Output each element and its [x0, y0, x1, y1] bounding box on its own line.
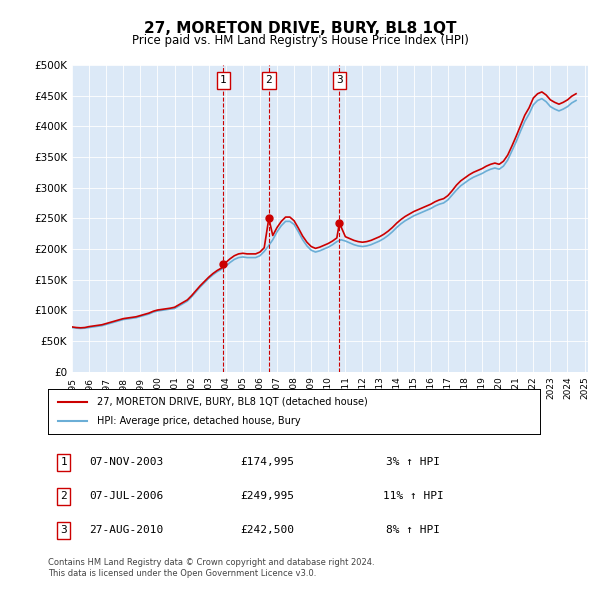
Text: HPI: Average price, detached house, Bury: HPI: Average price, detached house, Bury	[97, 417, 301, 426]
Text: 3% ↑ HPI: 3% ↑ HPI	[386, 457, 440, 467]
Text: 27, MORETON DRIVE, BURY, BL8 1QT: 27, MORETON DRIVE, BURY, BL8 1QT	[144, 21, 456, 35]
Text: 3: 3	[60, 526, 67, 535]
Text: 1: 1	[220, 76, 227, 85]
Text: £242,500: £242,500	[240, 526, 294, 535]
Text: This data is licensed under the Open Government Licence v3.0.: This data is licensed under the Open Gov…	[48, 569, 316, 578]
Text: 8% ↑ HPI: 8% ↑ HPI	[386, 526, 440, 535]
Text: £174,995: £174,995	[240, 457, 294, 467]
Text: £249,995: £249,995	[240, 491, 294, 502]
Text: Price paid vs. HM Land Registry's House Price Index (HPI): Price paid vs. HM Land Registry's House …	[131, 34, 469, 47]
Text: 27, MORETON DRIVE, BURY, BL8 1QT (detached house): 27, MORETON DRIVE, BURY, BL8 1QT (detach…	[97, 397, 368, 407]
Text: 27-AUG-2010: 27-AUG-2010	[89, 526, 163, 535]
Text: Contains HM Land Registry data © Crown copyright and database right 2024.: Contains HM Land Registry data © Crown c…	[48, 558, 374, 566]
Text: 2: 2	[265, 76, 272, 85]
Text: 3: 3	[336, 76, 343, 85]
Text: 2: 2	[60, 491, 67, 502]
Text: 11% ↑ HPI: 11% ↑ HPI	[383, 491, 444, 502]
Text: 1: 1	[60, 457, 67, 467]
Text: 07-NOV-2003: 07-NOV-2003	[89, 457, 163, 467]
Text: 07-JUL-2006: 07-JUL-2006	[89, 491, 163, 502]
